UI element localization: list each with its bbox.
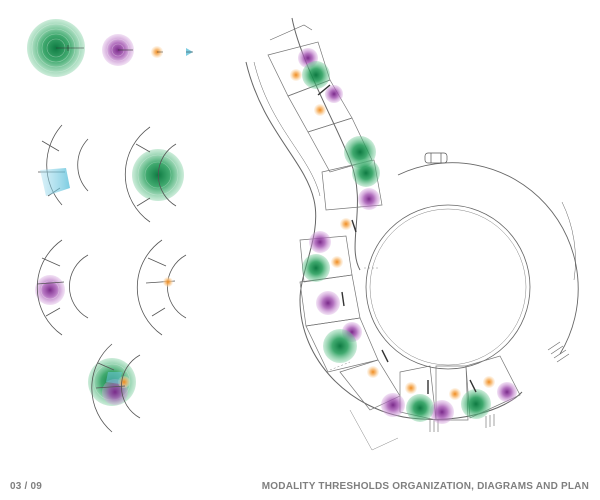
quadrant-diagram-green	[124, 126, 184, 223]
courtyard-circle	[365, 204, 531, 370]
cyan-field-legend	[186, 48, 193, 56]
green-field-legend	[27, 19, 85, 77]
orange-field-legend	[151, 46, 163, 58]
plan-orange-fields	[290, 69, 495, 400]
page-number: 03 / 09	[10, 481, 42, 492]
plan-purple-fields	[298, 48, 517, 424]
quadrant-diagram-purple	[35, 239, 89, 336]
quadrant-diagram-orange	[136, 239, 187, 336]
plan-green-fields	[302, 61, 491, 422]
quadrant-diagram-cyan	[38, 124, 89, 206]
quadrant-diagram-combined	[88, 343, 141, 433]
sheet-title: MODALITY THRESHOLDS ORGANIZATION, DIAGRA…	[261, 481, 589, 492]
car-symbol	[424, 152, 448, 164]
floor-plan	[245, 17, 579, 451]
legend-row	[27, 19, 193, 77]
purple-field-legend	[102, 34, 134, 66]
